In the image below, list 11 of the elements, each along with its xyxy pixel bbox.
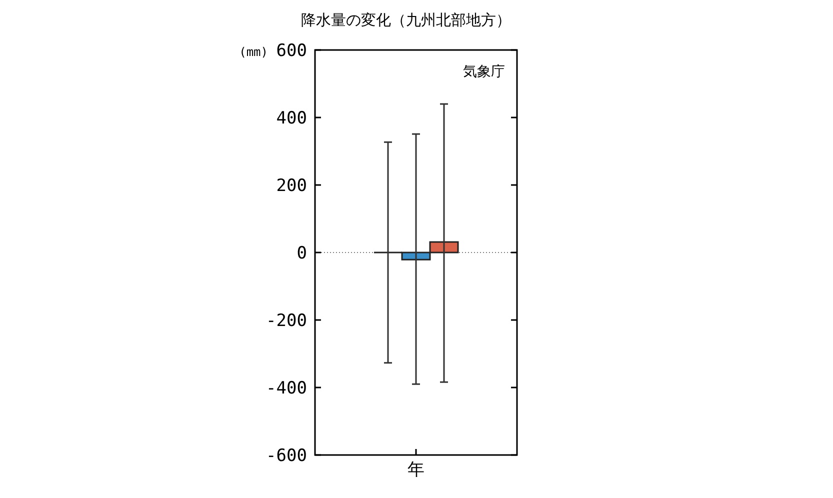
y-tick-label: 200 — [276, 176, 307, 196]
x-tick-label: 年 — [408, 460, 424, 480]
y-tick-label: 400 — [276, 108, 307, 128]
y-tick-label: -400 — [266, 378, 307, 398]
chart-title: 降水量の変化（九州北部地方） — [301, 11, 511, 29]
y-tick-label: 600 — [276, 40, 307, 61]
y-tick-label: -600 — [266, 446, 307, 466]
y-axis-title: (mm) — [239, 45, 268, 59]
y-tick-label: -200 — [266, 310, 307, 331]
annotation: 気象庁 — [463, 64, 505, 80]
y-tick-label: 0 — [296, 243, 307, 264]
